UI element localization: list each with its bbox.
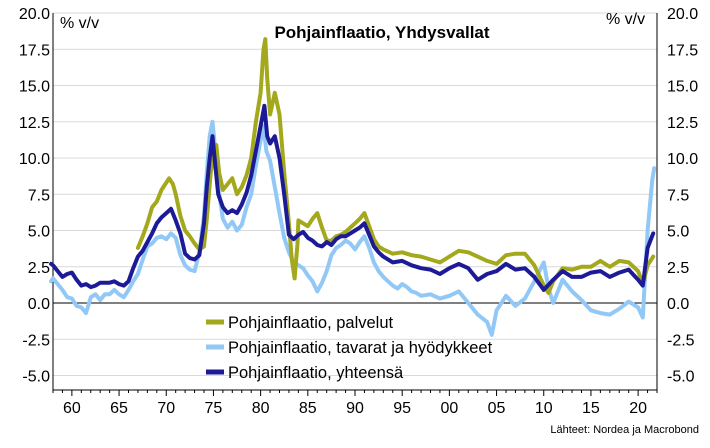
legend-item-goods: Pohjainflaatio, tavarat ja hyödykkeet bbox=[206, 339, 493, 357]
y-tick-label-left: 7.5 bbox=[28, 187, 50, 204]
y-tick-label-right: 20.0 bbox=[667, 6, 698, 23]
x-tick-label: 70 bbox=[157, 400, 175, 417]
x-tick-label: 80 bbox=[252, 400, 270, 417]
right-unit-label: % v/v bbox=[606, 11, 645, 28]
y-tick-label-right: 0.0 bbox=[667, 296, 689, 313]
x-tick-label: 20 bbox=[629, 400, 647, 417]
y-tick-label-left: 20.0 bbox=[19, 6, 50, 23]
y-tick-label-right: -2.5 bbox=[667, 332, 695, 349]
y-tick-label-left: -5.0 bbox=[22, 369, 50, 386]
x-tick-label: 85 bbox=[299, 400, 317, 417]
legend-item-services: Pohjainflaatio, palvelut bbox=[206, 314, 394, 332]
y-tick-label-right: 7.5 bbox=[667, 187, 689, 204]
y-tick-label-left: 0.0 bbox=[28, 296, 50, 313]
y-tick-label-right: 5.0 bbox=[667, 224, 689, 241]
y-tick-label-left: 15.0 bbox=[19, 79, 50, 96]
source-note: Lähteet: Nordea ja Macrobond bbox=[550, 424, 699, 436]
series-line-total bbox=[49, 103, 656, 292]
y-tick-label-right: 15.0 bbox=[667, 79, 698, 96]
legend-label-services: Pohjainflaatio, palvelut bbox=[228, 314, 394, 332]
legend-label-total: Pohjainflaatio, yhteensä bbox=[228, 364, 404, 382]
x-tick-label: 90 bbox=[346, 400, 364, 417]
legend-label-goods: Pohjainflaatio, tavarat ja hyödykkeet bbox=[228, 339, 493, 357]
x-tick-label: 60 bbox=[63, 400, 81, 417]
axes bbox=[52, 13, 658, 396]
grid-lines bbox=[53, 12, 657, 376]
x-tick-label: 75 bbox=[205, 400, 223, 417]
y-tick-label-right: -5.0 bbox=[667, 369, 695, 386]
x-tick-label: 65 bbox=[110, 400, 128, 417]
y-tick-label-right: 12.5 bbox=[667, 115, 698, 132]
y-tick-label-right: 10.0 bbox=[667, 151, 698, 168]
y-tick-label-left: 2.5 bbox=[28, 260, 50, 277]
y-tick-label-left: 17.5 bbox=[19, 42, 50, 59]
x-tick-label: 00 bbox=[440, 400, 458, 417]
y-tick-label-right: 2.5 bbox=[667, 260, 689, 277]
y-tick-label-left: 5.0 bbox=[28, 224, 50, 241]
series-line-services bbox=[135, 37, 656, 295]
y-tick-label-left: 12.5 bbox=[19, 115, 50, 132]
chart-title: Pohjainflaatio, Yhdysvallat bbox=[274, 23, 489, 42]
y-tick-label-right: 17.5 bbox=[667, 42, 698, 59]
x-tick-label: 15 bbox=[582, 400, 600, 417]
y-tick-label-left: -2.5 bbox=[22, 332, 50, 349]
left-unit-label: % v/v bbox=[60, 15, 99, 32]
legend-item-total: Pohjainflaatio, yhteensä bbox=[206, 364, 404, 382]
x-tick-label: 10 bbox=[535, 400, 553, 417]
legend: Pohjainflaatio, palvelut Pohjainflaatio,… bbox=[206, 314, 493, 382]
x-tick-label: 05 bbox=[488, 400, 506, 417]
y-tick-label-left: 10.0 bbox=[19, 151, 50, 168]
series-lines bbox=[49, 37, 657, 337]
tick-labels: -5.0 -5.0 -2.5 -2.5 0.0 0.0 2.5 2.5 5.0 5.0 7.5 7.5… bbox=[19, 6, 698, 417]
x-tick-label: 95 bbox=[393, 400, 411, 417]
